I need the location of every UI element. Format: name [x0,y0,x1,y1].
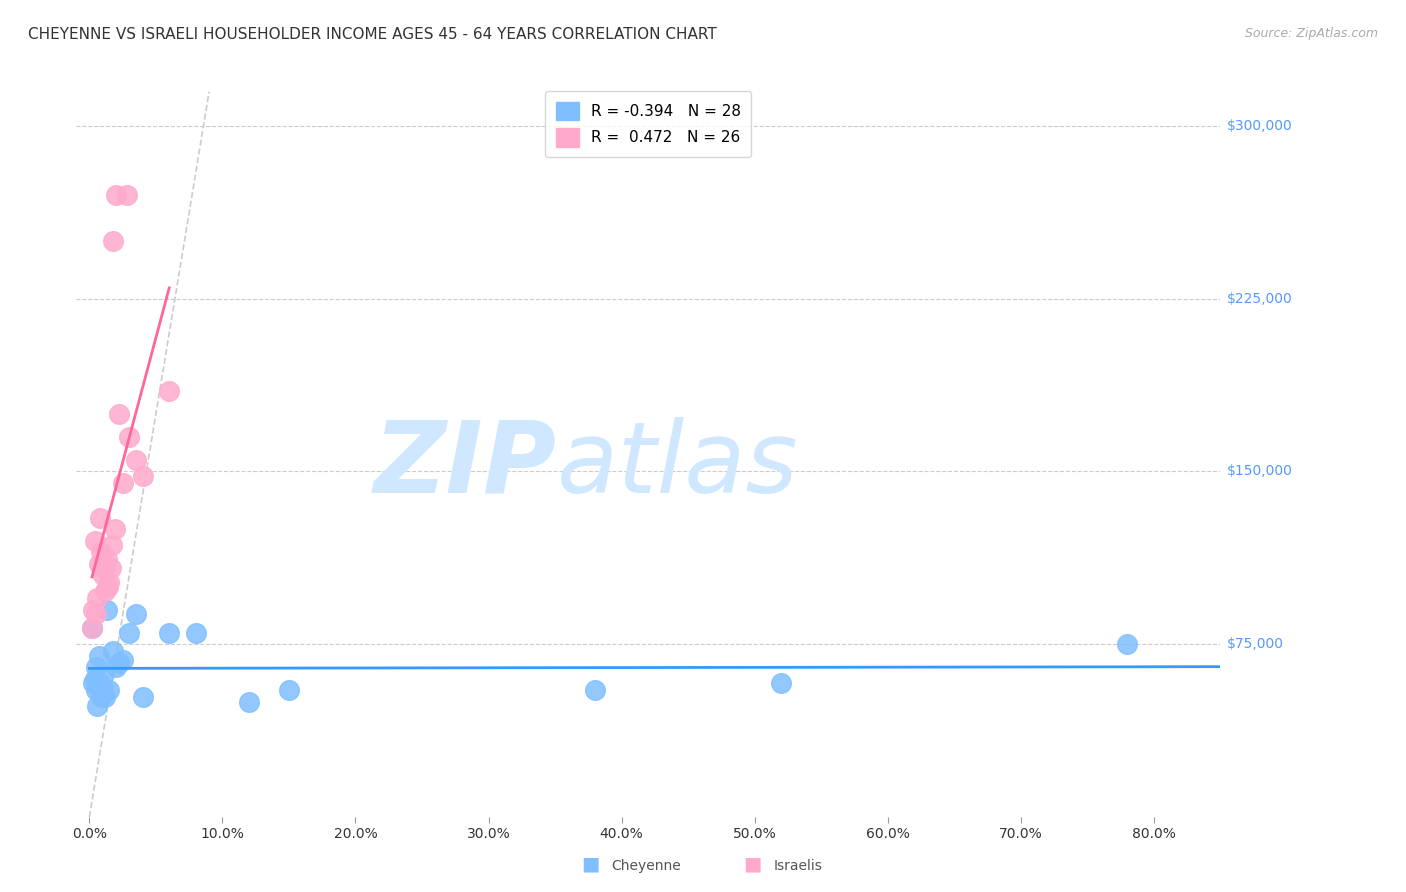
Point [125,453,148,467]
Point [80,621,103,635]
Point [770,676,793,690]
Point [91,681,114,695]
Text: ■: ■ [581,855,600,873]
Point [90,690,112,705]
Point [111,475,134,490]
Point [84,660,107,674]
Point [86,591,108,606]
Text: Israelis: Israelis [773,859,823,872]
Point [118,625,141,640]
Point [96,552,118,566]
Point [103,644,125,658]
Point [83,672,105,686]
Point [97,580,120,594]
Text: $300,000: $300,000 [1227,120,1292,133]
Point [104,188,127,202]
Point [107,656,129,670]
Point [1116,637,1139,651]
Point [80,621,103,635]
Point [93,667,115,681]
Point [115,188,138,202]
Point [104,522,127,536]
Text: $75,000: $75,000 [1227,637,1284,651]
Point [125,607,148,622]
Point [118,430,141,444]
Point [157,384,180,398]
Point [101,538,124,552]
Text: ■: ■ [742,855,762,873]
Point [184,625,207,640]
Point [278,683,301,698]
Point [131,690,153,705]
Text: Source: ZipAtlas.com: Source: ZipAtlas.com [1244,27,1378,40]
Point [84,683,107,698]
Text: CHEYENNE VS ISRAELI HOUSEHOLDER INCOME AGES 45 - 64 YEARS CORRELATION CHART: CHEYENNE VS ISRAELI HOUSEHOLDER INCOME A… [28,27,717,42]
Text: ZIP: ZIP [374,417,557,514]
Point [89,510,111,524]
Point [87,557,110,571]
Point [90,545,112,559]
Point [98,683,121,698]
Point [93,561,115,575]
Point [100,561,122,575]
Text: $150,000: $150,000 [1227,465,1294,478]
Point [96,602,118,616]
Text: atlas: atlas [557,417,799,514]
Point [104,660,127,674]
Point [111,653,134,667]
Point [238,695,260,709]
Point [107,407,129,421]
Point [98,574,121,589]
Point [82,602,104,616]
Point [87,648,110,663]
Point [84,607,107,622]
Point [103,234,125,248]
Point [91,568,114,582]
Point [89,676,111,690]
Point [83,533,105,548]
Point [86,699,108,714]
Legend: R = -0.394   N = 28, R =  0.472   N = 26: R = -0.394 N = 28, R = 0.472 N = 26 [546,91,751,157]
Text: $225,000: $225,000 [1227,292,1292,306]
Point [131,469,153,483]
Text: Cheyenne: Cheyenne [612,859,682,872]
Point [82,676,104,690]
Point [157,625,180,640]
Point [583,683,606,698]
Point [94,584,117,599]
Point [94,690,117,705]
